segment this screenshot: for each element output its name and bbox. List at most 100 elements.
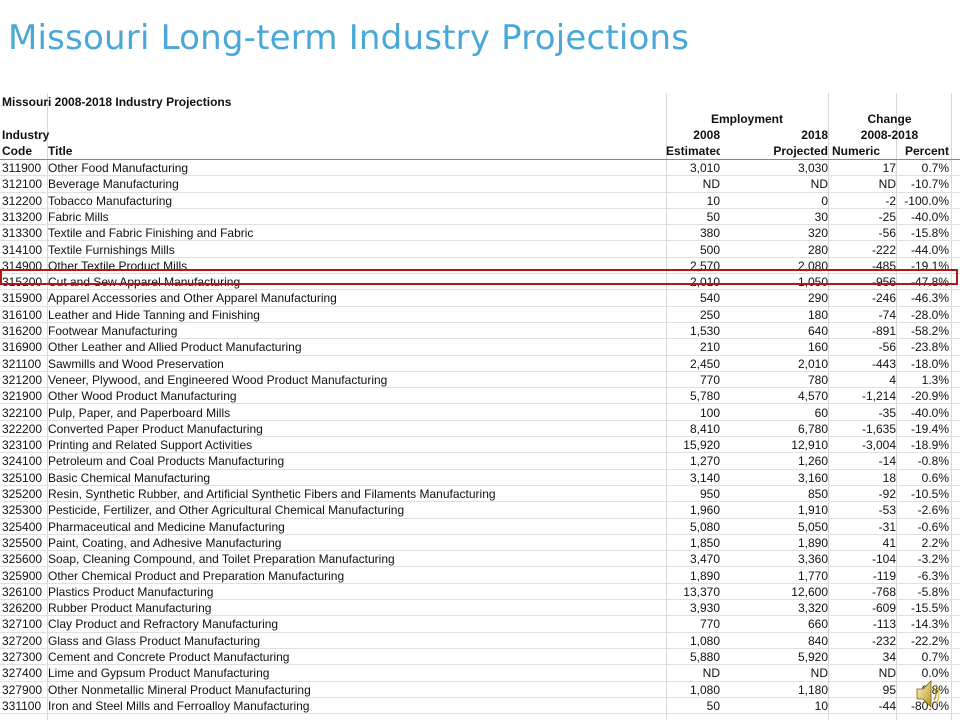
industry-title: Beverage Manufacturing	[48, 177, 179, 192]
numeric-change: -31	[878, 519, 896, 534]
projected-2018: 5,920	[797, 650, 828, 664]
percent-change: -47.8%	[910, 275, 949, 290]
estimated-2008: 1,890	[689, 568, 720, 583]
projected-2018: 3,030	[797, 161, 828, 175]
table-row: 322200 Converted Paper Product Manufactur…	[0, 421, 960, 438]
table-row: 316100 Leather and Hide Tanning and Finis…	[0, 307, 960, 323]
estimated-2008: 1,080	[689, 682, 720, 697]
numeric-change: -74	[878, 307, 896, 322]
table-row: 321900 Other Wood Product Manufacturing 5,…	[0, 388, 960, 405]
numeric-change: -92	[878, 487, 896, 501]
estimated-2008: 2,450	[689, 356, 720, 371]
table-row: 327400 Lime and Gypsum Product Manufactur…	[0, 665, 960, 682]
numeric-change: -956	[871, 275, 896, 290]
projected-2018: ND	[810, 177, 828, 192]
projected-2018: 12,910	[791, 438, 828, 453]
table-row: 315900 Apparel Accessories and Other Appa…	[0, 290, 960, 307]
percent-change: -19.4%	[910, 421, 949, 436]
projected-2018: 290	[807, 291, 828, 306]
industry-title: Cut and Sew Apparel Manufacturing	[48, 275, 241, 290]
speaker-icon[interactable]	[914, 676, 942, 712]
estimated-2008: 5,080	[689, 519, 720, 534]
header-row-years: Industry 2008 2018 2008-2018	[0, 127, 960, 143]
table-row: 325900 Other Chemical Product and Prepara…	[0, 568, 960, 584]
numeric-change: ND	[878, 666, 896, 681]
row-divider	[0, 582, 960, 584]
percent-change: -5.8%	[917, 584, 949, 599]
percent-change: -3.2%	[917, 552, 949, 567]
projected-2018: 280	[807, 242, 828, 257]
industry-code: 327900	[2, 682, 43, 697]
percent-change: -2.6%	[917, 503, 949, 518]
industry-title: Tobacco Manufacturing	[48, 193, 173, 208]
table-row: 327900 Other Nonmetallic Mineral Product …	[0, 682, 960, 698]
table-row: 314100 Textile Furnishings Mills 500 280 -22…	[0, 242, 960, 258]
row-divider	[0, 224, 960, 226]
numeric-change: -44	[878, 698, 896, 713]
estimated-2008: 1,850	[689, 535, 720, 550]
percent-change: -58.2%	[910, 324, 949, 338]
industry-title: Lime and Gypsum Product Manufacturing	[48, 666, 270, 681]
year-2008-header: 2008	[693, 128, 720, 142]
row-divider	[0, 191, 960, 193]
row-divider	[0, 615, 960, 617]
percent-change: -15.5%	[910, 601, 949, 616]
row-divider	[0, 599, 960, 601]
projected-2018: 3,320	[797, 601, 828, 616]
industry-code: 313200	[2, 209, 43, 224]
industry-title: Footwear Manufacturing	[48, 324, 178, 338]
row-divider	[0, 517, 960, 519]
projected-2018: 660	[807, 617, 828, 632]
numeric-change: 4	[889, 372, 896, 387]
estimated-2008: 770	[699, 372, 720, 387]
row-divider	[0, 436, 960, 438]
projected-2018: 320	[807, 226, 828, 241]
percent-change: 2.2%	[921, 535, 949, 550]
numeric-change: -56	[878, 226, 896, 241]
estimated-2008: 500	[699, 242, 720, 257]
row-divider	[0, 387, 960, 389]
table-row: 327300 Cement and Concrete Product Manufa…	[0, 649, 960, 666]
row-divider	[0, 484, 960, 486]
estimated-2008: 3,140	[689, 470, 720, 485]
header-border	[0, 159, 960, 160]
header-row-columns: Code Title Estimated Projected Numeric P…	[0, 143, 960, 159]
table-row: 323100 Printing and Related Support Activ…	[0, 437, 960, 454]
estimated-2008: 210	[699, 340, 720, 355]
percent-change: -15.8%	[910, 226, 949, 241]
projected-2018: ND	[810, 666, 828, 681]
industry-code: 315200	[2, 275, 43, 290]
industry-title: Apparel Accessories and Other Apparel Ma…	[48, 291, 337, 306]
projected-2018: 1,180	[797, 682, 828, 697]
industry-code: 326200	[2, 601, 43, 616]
industry-code: 331100	[2, 698, 42, 713]
projected-2018: 2,080	[797, 258, 828, 273]
table-row: 322100 Pulp, Paper, and Paperboard Mills 1…	[0, 405, 960, 421]
numeric-change: -53	[878, 503, 896, 518]
table-row: 321100 Sawmills and Wood Preservation 2,45…	[0, 356, 960, 372]
numeric-change: -1,635	[861, 421, 896, 436]
code-header: Code	[2, 144, 32, 158]
row-divider	[0, 321, 960, 323]
industry-code: 312100	[2, 177, 43, 192]
estimated-2008: 5,780	[689, 389, 720, 404]
row-divider	[0, 207, 960, 209]
industry-title: Plastics Product Manufacturing	[48, 584, 214, 599]
table-row: 311900 Other Food Manufacturing 3,010 3,030…	[0, 160, 960, 177]
grid-line	[828, 93, 829, 720]
row-divider	[0, 256, 960, 258]
industry-title: Soap, Cleaning Compound, and Toilet Prep…	[48, 552, 395, 567]
percent-change: -23.8%	[910, 340, 949, 355]
change-period-header: 2008-2018	[860, 128, 919, 142]
industry-code: 321200	[2, 372, 43, 387]
table-row: 314900 Other Textile Product Mills 2,570 2,…	[0, 258, 960, 275]
percent-change: -14.3%	[910, 617, 949, 632]
numeric-change: -25	[878, 209, 896, 224]
change-group-header: Change	[867, 112, 912, 126]
industry-code: 327200	[2, 633, 43, 648]
numeric-change: -485	[871, 258, 896, 273]
sheet-title: Missouri 2008-2018 Industry Projections	[2, 95, 232, 109]
industry-title: Printing and Related Support Activities	[48, 438, 253, 453]
industry-title: Pharmaceutical and Medicine Manufacturin…	[48, 519, 285, 534]
grid-line	[666, 93, 667, 720]
